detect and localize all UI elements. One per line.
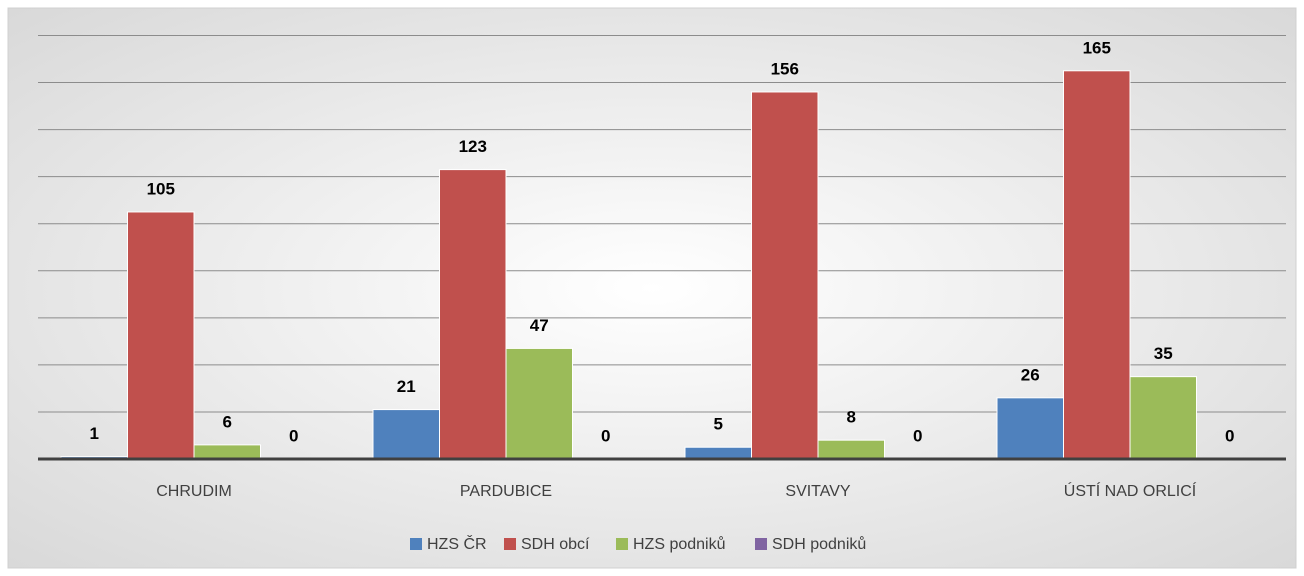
bar (996, 397, 1064, 460)
value-label: 5 (714, 415, 723, 434)
value-label: 26 (1021, 365, 1040, 384)
legend-swatch (410, 538, 422, 550)
x-tick-label: PARDUBICE (460, 483, 552, 500)
legend-label: SDH podniků (772, 535, 866, 553)
bar (684, 446, 752, 460)
value-label: 0 (913, 426, 922, 445)
bar (439, 169, 507, 460)
value-label: 105 (147, 179, 175, 198)
bar (1129, 376, 1197, 460)
value-label: 6 (223, 412, 232, 431)
value-label: 165 (1083, 38, 1111, 57)
value-label: 123 (459, 137, 487, 156)
value-label: 47 (530, 316, 549, 335)
value-label: 0 (1225, 426, 1234, 445)
bar (751, 91, 819, 460)
value-label: 156 (771, 59, 799, 78)
value-label: 0 (289, 426, 298, 445)
x-tick-label: CHRUDIM (156, 483, 232, 500)
x-tick-label: SVITAVY (785, 483, 851, 500)
value-label: 21 (397, 377, 416, 396)
legend-label: HZS podniků (633, 535, 726, 553)
bar (817, 439, 885, 460)
legend-swatch (616, 538, 628, 550)
bar (1063, 70, 1131, 460)
legend-label: HZS ČR (427, 534, 487, 553)
bar (127, 211, 195, 460)
value-label: 8 (847, 408, 856, 427)
value-label: 1 (90, 424, 99, 443)
bar (505, 347, 573, 460)
legend-swatch (755, 538, 767, 550)
legend-label: SDH obcí (521, 536, 590, 553)
x-tick-label: ÚSTÍ NAD ORLICÍ (1064, 481, 1197, 500)
bar (193, 444, 261, 460)
value-label: 0 (601, 426, 610, 445)
value-label: 35 (1154, 344, 1173, 363)
legend-swatch (504, 538, 516, 550)
bar (372, 409, 440, 460)
